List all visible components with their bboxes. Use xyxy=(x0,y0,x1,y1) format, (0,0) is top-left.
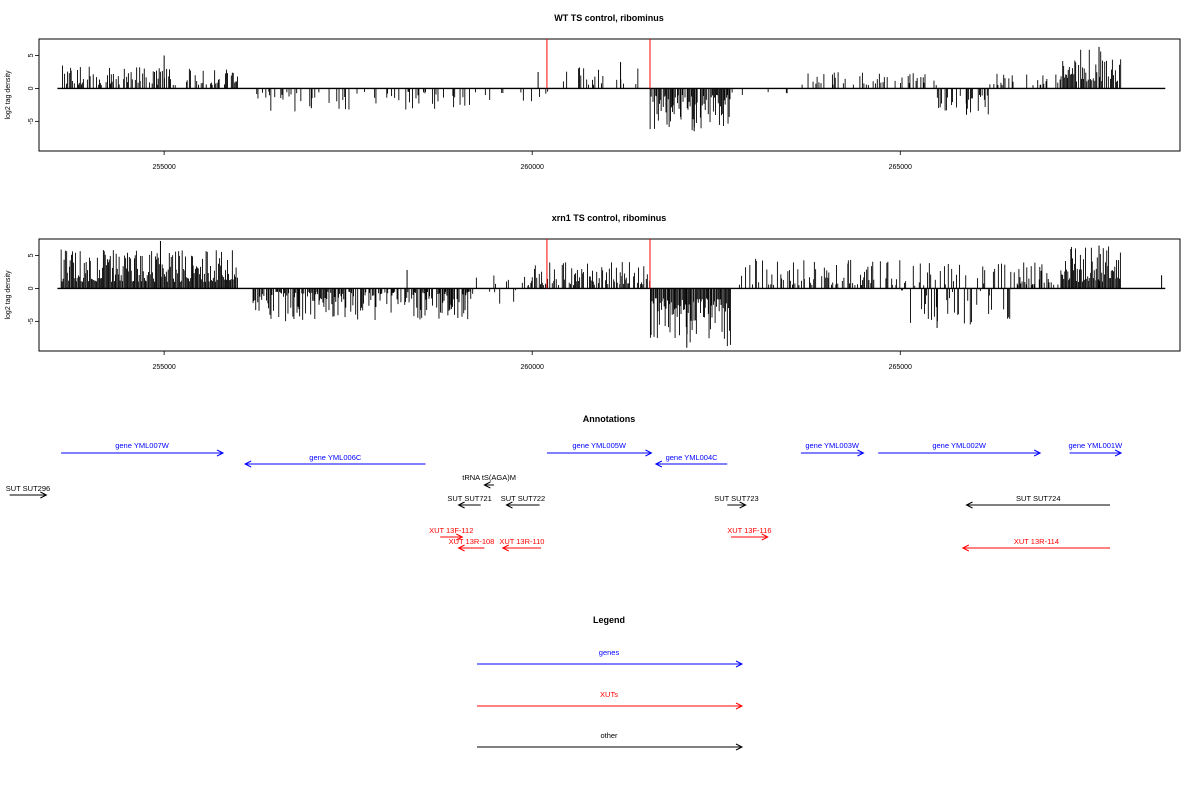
feature-arrow-head xyxy=(505,501,513,509)
feature-label: gene YML007W xyxy=(115,441,170,450)
feature-label: gene YML003W xyxy=(805,441,860,450)
y-axis-label: log2 tag density xyxy=(5,270,12,320)
x-tick-label: 255000 xyxy=(152,164,175,171)
x-tick-label: 260000 xyxy=(521,364,544,371)
feature-label: SUT SUT723 xyxy=(714,494,758,503)
y-tick-label: -5 xyxy=(28,318,35,324)
feature-XUTs: XUT 13F-116 xyxy=(727,526,772,541)
feature-arrow-head xyxy=(483,481,491,489)
y-tick-label: 5 xyxy=(28,253,35,257)
feature-label: gene YML005W xyxy=(572,441,627,450)
feature-arrow-head xyxy=(216,449,225,457)
legend-arrow-head xyxy=(735,660,744,668)
y-axis-label: log2 tag density xyxy=(5,70,12,120)
feature-arrow-head xyxy=(457,544,465,552)
feature-label: SUT SUT724 xyxy=(1016,494,1060,503)
legend-label: genes xyxy=(599,648,620,657)
feature-arrow-head xyxy=(1033,449,1042,457)
feature-arrow-head xyxy=(243,460,252,468)
feature-genes: gene YML006C xyxy=(243,453,426,468)
legend-arrow-head xyxy=(735,702,744,710)
feature-XUTs: XUT 13R-110 xyxy=(499,537,544,552)
y-tick-label: -5 xyxy=(28,118,35,124)
feature-label: gene YML001W xyxy=(1069,441,1124,450)
feature-genes: gene YML007W xyxy=(61,441,225,457)
feature-genes: gene YML003W xyxy=(800,441,865,457)
feature-label: gene YML006C xyxy=(309,453,362,462)
x-tick-label: 255000 xyxy=(152,364,175,371)
x-tick-label: 265000 xyxy=(889,364,912,371)
feature-arrow-head xyxy=(40,491,48,499)
annotations-track: Annotations gene YML007W gene YML006C gene … xyxy=(6,414,1124,552)
feature-arrow-head xyxy=(654,460,663,468)
plot-title: xrn1 TS control, ribominus xyxy=(552,213,667,223)
legend-label: other xyxy=(600,731,618,740)
feature-arrow-head xyxy=(857,449,865,457)
y-tick-label: 5 xyxy=(28,53,35,57)
annotations-title: Annotations xyxy=(583,414,636,424)
legend-item: genes xyxy=(477,648,744,668)
legend-item: other xyxy=(477,731,744,751)
feature-arrow-head xyxy=(457,501,465,509)
feature-genes: gene YML001W xyxy=(1069,441,1124,457)
feature-XUTs: XUT 13R-114 xyxy=(961,537,1111,552)
feature-label: XUT 13F-116 xyxy=(727,526,771,535)
legend: Legend genes XUTs other xyxy=(477,615,744,751)
feature-label: SUT SUT721 xyxy=(447,494,491,503)
legend-title: Legend xyxy=(593,615,625,625)
feature-arrow-head xyxy=(961,544,970,552)
plot-frame xyxy=(38,238,1181,352)
plot-title: WT TS control, ribominus xyxy=(554,13,664,23)
feature-label: SUT SUT296 xyxy=(6,484,50,493)
feature-label: XUT 13R-114 xyxy=(1014,537,1059,546)
feature-XUTs: XUT 13R-108 xyxy=(449,537,495,552)
density-bars xyxy=(60,240,1163,348)
feature-label: XUT 13F-112 xyxy=(429,526,473,535)
x-tick-label: 265000 xyxy=(889,164,912,171)
feature-other: SUT SUT724 xyxy=(965,494,1111,509)
feature-other: SUT SUT296 xyxy=(6,484,50,499)
feature-label: gene YML002W xyxy=(932,441,987,450)
feature-other: SUT SUT723 xyxy=(714,494,759,509)
legend-label: XUTs xyxy=(600,690,618,699)
feature-arrow-head xyxy=(761,533,769,541)
plot-frame xyxy=(38,38,1181,152)
feature-label: SUT SUT722 xyxy=(501,494,545,503)
feature-label: gene YML004C xyxy=(666,453,719,462)
feature-label: XUT 13R-110 xyxy=(499,537,544,546)
legend-item: XUTs xyxy=(477,690,744,710)
legend-arrow-head xyxy=(735,743,744,751)
feature-arrow-head xyxy=(645,449,653,457)
track-plot-2: xrn1 TS control, ribominus 5 0 -5 log2 tag d… xyxy=(5,213,1181,371)
feature-arrow-head xyxy=(456,533,464,541)
feature-arrow-head xyxy=(739,501,747,509)
feature-label: XUT 13R-108 xyxy=(449,537,495,546)
feature-arrow-head xyxy=(501,544,509,552)
density-bars xyxy=(62,46,1122,132)
feature-other: SUT SUT722 xyxy=(501,494,545,509)
feature-other: tRNA tS(AGA)M xyxy=(462,473,516,489)
feature-XUTs: XUT 13F-112 xyxy=(429,526,473,541)
x-tick-label: 260000 xyxy=(521,164,544,171)
feature-arrow-head xyxy=(1114,449,1123,457)
y-tick-label: 0 xyxy=(28,86,35,90)
feature-label: tRNA tS(AGA)M xyxy=(462,473,516,482)
feature-other: SUT SUT721 xyxy=(447,494,492,509)
feature-genes: gene YML002W xyxy=(878,441,1042,457)
y-tick-label: 0 xyxy=(28,286,35,290)
track-plot-1: WT TS control, ribominus 5 0 -5 log2 tag den… xyxy=(5,13,1181,171)
feature-genes: gene YML004C xyxy=(654,453,728,468)
feature-arrow-head xyxy=(965,501,973,509)
feature-genes: gene YML005W xyxy=(546,441,653,457)
